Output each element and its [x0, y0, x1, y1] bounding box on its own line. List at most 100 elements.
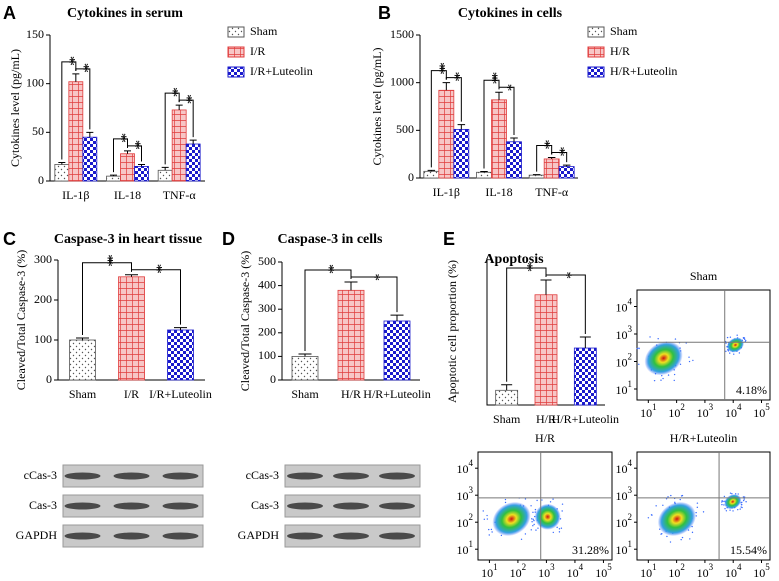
x-tick-label: I/R+Luteolin [149, 387, 212, 401]
blot-label: cCas-3 [24, 468, 57, 482]
significance-bracket [178, 99, 194, 138]
flow-dot [729, 509, 731, 511]
tick-base: 10 [753, 566, 765, 580]
y-tick-label: 0 [38, 173, 44, 187]
significance-bracket [545, 274, 586, 335]
tick-label: 104 [616, 458, 633, 476]
x-tick-label: I/R [124, 387, 139, 401]
flow-dot [560, 527, 563, 529]
y-tick-label: 0 [270, 372, 276, 386]
flow-dot [737, 493, 739, 495]
flow-dot [524, 533, 527, 535]
legend-swatch [587, 46, 605, 58]
bar [82, 136, 98, 182]
x-tick-label: IL-1β [433, 185, 460, 199]
legend-label: Sham [250, 24, 278, 38]
flow-dot [532, 511, 534, 514]
flow-dot [661, 374, 663, 377]
flow-dot [667, 496, 669, 498]
chart-title: Cytokines in serum [67, 6, 183, 21]
x-tick-label: Sham [291, 387, 319, 401]
flow-dot [745, 501, 747, 503]
tick-exponent: 3 [469, 485, 474, 495]
tick-exponent: 5 [607, 562, 612, 572]
flow-dot [688, 356, 690, 358]
error-bar [161, 166, 169, 171]
bar [423, 170, 440, 179]
tick-exponent: 4 [737, 402, 742, 412]
tick-base: 10 [668, 566, 680, 580]
flow-dot [680, 495, 683, 497]
bar [54, 164, 70, 182]
quadrant-percent: 4.18% [736, 383, 767, 397]
flow-dot [729, 336, 732, 338]
error-bar [457, 124, 466, 130]
flow-dot [561, 510, 563, 512]
flow-dot [533, 523, 535, 526]
flow-dot [681, 536, 684, 539]
flow-dot [486, 514, 488, 517]
flow-title: Sham [690, 269, 718, 283]
y-tick-label: 100 [26, 75, 44, 89]
legend-label: H/R+Luteolin [610, 64, 677, 78]
significance-stars: ** [75, 63, 91, 73]
significance-bracket [551, 152, 568, 163]
bar [528, 174, 545, 179]
tick-exponent: 2 [469, 512, 474, 522]
flow-dot [725, 350, 727, 353]
flow-dot [536, 499, 538, 502]
flow-dot [504, 498, 507, 501]
significance-bracket [127, 145, 142, 162]
bar [157, 169, 173, 182]
error-bar [495, 91, 503, 100]
panel-letter: E [443, 229, 455, 249]
flow-dot [737, 508, 739, 511]
legend-swatch [587, 66, 605, 78]
tick-base: 10 [640, 406, 652, 420]
flow-dot [742, 336, 745, 339]
x-tick-label: H/R [341, 387, 361, 401]
blot-band [64, 472, 101, 480]
chart-title: Caspase-3 in heart tissue [54, 232, 202, 247]
flow-dot [741, 506, 743, 509]
tick-exponent: 4 [628, 458, 633, 468]
tick-exponent: 2 [680, 402, 685, 412]
y-tick-label: 50 [32, 124, 44, 138]
significance-bracket [75, 68, 91, 130]
flow-dot [667, 374, 670, 376]
blot-band [379, 502, 415, 510]
tick-exponent: 1 [652, 402, 657, 412]
flow-dot [670, 494, 672, 497]
tick-base: 10 [697, 566, 709, 580]
flow-dot [549, 501, 552, 503]
chart-title: Caspase-3 in cells [278, 232, 384, 247]
y-tick-label: 0 [46, 372, 52, 386]
flow-dot [721, 501, 723, 503]
legend-swatch [227, 66, 245, 78]
significance-stars: ** [165, 87, 181, 97]
tick-label: 104 [457, 458, 474, 476]
tick-exponent: 1 [628, 379, 633, 389]
significance-bracket [113, 138, 128, 173]
bar [534, 294, 558, 406]
error-bar [510, 137, 518, 142]
significance-stars: ** [61, 56, 77, 66]
flow-dot [679, 498, 681, 501]
flow-dot [695, 511, 697, 514]
flow-dot [504, 501, 507, 504]
tick-base: 10 [616, 355, 628, 369]
y-tick-label: 400 [258, 277, 276, 291]
blot-band [379, 532, 415, 540]
flow-dot [491, 531, 493, 533]
tick-label: 101 [457, 539, 474, 557]
significance-stars: ** [321, 264, 337, 274]
panel-letter: C [3, 229, 16, 249]
flow-dot [733, 353, 735, 355]
x-tick-label: H/R+Luteolin [363, 387, 430, 401]
flow-cluster [492, 501, 531, 537]
bar [438, 89, 455, 179]
significance-stars: ** [537, 140, 553, 150]
tick-label: 102 [616, 512, 633, 530]
tick-label: 101 [481, 562, 498, 580]
y-tick-label: 300 [258, 301, 276, 315]
